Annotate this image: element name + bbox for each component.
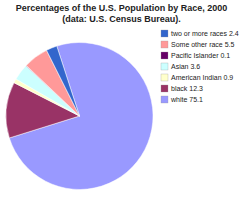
- chart: Percentages of the U.S. Population by Ra…: [0, 0, 243, 208]
- pie-slice: [47, 46, 80, 116]
- legend-swatch: [161, 52, 168, 59]
- legend-item: Pacific Islander 0.1: [161, 52, 230, 59]
- legend: two or more races 2.4 Some other race 5.5…: [161, 30, 239, 103]
- legend-swatch: [161, 30, 168, 37]
- title: Percentages of the U.S. Population by Ra…: [16, 3, 228, 24]
- legend-label: American Indian 0.9: [171, 74, 233, 81]
- legend-label: white 75.1: [170, 96, 203, 103]
- legend-item: white 75.1: [161, 96, 203, 103]
- title-line: (data: U.S. Census Bureau).: [62, 14, 181, 24]
- legend-label: black 12.3: [171, 85, 203, 92]
- legend-swatch: [161, 41, 168, 48]
- legend-label: Pacific Islander 0.1: [171, 52, 230, 59]
- legend-label: Asian 3.6: [171, 63, 200, 70]
- title-line: Percentages of the U.S. Population by Ra…: [16, 3, 228, 13]
- legend-item: Some other race 5.5: [161, 41, 235, 48]
- legend-item: Asian 3.6: [161, 63, 200, 70]
- legend-label: Some other race 5.5: [171, 41, 235, 48]
- legend-item: two or more races 2.4: [161, 30, 239, 37]
- legend-item: black 12.3: [161, 85, 203, 92]
- legend-swatch: [161, 74, 168, 81]
- legend-label: two or more races 2.4: [171, 30, 239, 37]
- pie: [6, 42, 153, 189]
- legend-swatch: [161, 63, 168, 70]
- legend-swatch: [161, 96, 168, 103]
- legend-swatch: [161, 85, 168, 92]
- legend-item: American Indian 0.9: [161, 74, 233, 81]
